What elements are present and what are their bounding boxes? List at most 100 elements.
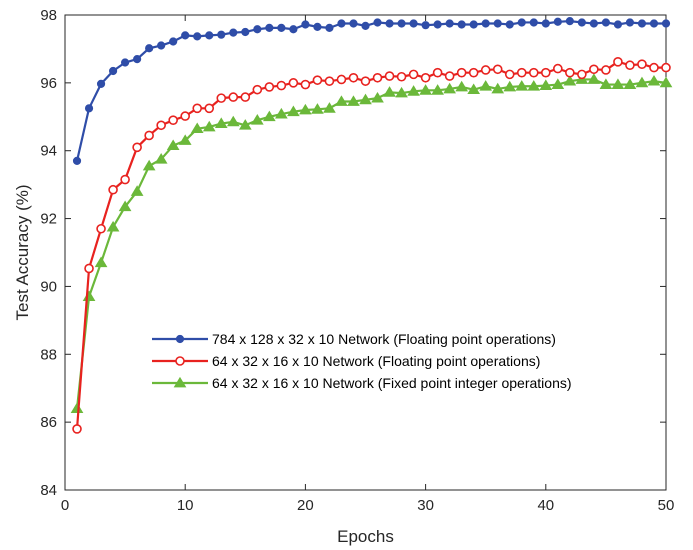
- data-point-0: [517, 18, 526, 27]
- axis-ticks: 0 10 20 30 40 50 84 86 88 90 92 94 96 98: [40, 7, 674, 514]
- data-point-2: [515, 80, 529, 91]
- data-point-0: [325, 23, 334, 32]
- data-point-2: [611, 78, 625, 89]
- data-point-0: [361, 21, 370, 30]
- data-point-2: [347, 95, 360, 106]
- data-point-2: [371, 91, 384, 103]
- data-point-1: [276, 80, 287, 91]
- data-point-1: [96, 223, 106, 234]
- data-point-2: [250, 114, 264, 125]
- data-point-2: [383, 86, 396, 97]
- data-point-2: [551, 78, 565, 89]
- data-point-1: [120, 174, 130, 185]
- data-point-2: [226, 115, 240, 127]
- y-tick-label: 84: [40, 482, 57, 499]
- data-point-0: [121, 58, 130, 67]
- legend-item-0: 784 x 128 x 32 x 10 Network (Floating po…: [152, 331, 556, 347]
- data-point-1: [420, 72, 431, 83]
- legend: 784 x 128 x 32 x 10 Network (Floating po…: [152, 331, 572, 391]
- data-point-2: [431, 84, 444, 95]
- data-point-1: [432, 67, 443, 78]
- x-axis-label: Epochs: [337, 527, 394, 546]
- data-point-2: [323, 102, 336, 113]
- data-point-1: [516, 67, 527, 78]
- data-point-1: [288, 78, 299, 88]
- data-point-0: [145, 44, 154, 53]
- x-tick-label: 50: [658, 497, 675, 514]
- data-point-2: [154, 153, 168, 164]
- data-point-2: [178, 134, 192, 145]
- data-point-2: [130, 185, 144, 196]
- series-layer: [70, 17, 673, 434]
- x-tick-label: 0: [61, 497, 69, 514]
- data-point-1: [72, 424, 82, 434]
- data-point-2: [539, 79, 553, 90]
- data-point-0: [529, 18, 538, 27]
- data-point-1: [264, 82, 275, 92]
- data-point-0: [108, 66, 118, 76]
- data-point-0: [445, 19, 454, 28]
- data-point-1: [613, 57, 623, 67]
- data-point-0: [193, 32, 202, 41]
- data-point-1: [649, 62, 659, 73]
- y-tick-label: 98: [40, 7, 57, 24]
- data-point-2: [563, 74, 577, 86]
- data-point-0: [96, 79, 106, 88]
- data-point-2: [395, 86, 408, 98]
- data-point-1: [312, 75, 323, 85]
- data-point-2: [335, 95, 348, 106]
- data-point-0: [349, 19, 358, 28]
- data-point-0: [541, 19, 550, 28]
- data-point-1: [553, 63, 563, 74]
- data-point-0: [649, 19, 659, 28]
- data-point-1: [360, 76, 371, 86]
- data-point-1: [384, 71, 395, 81]
- data-point-1: [240, 92, 251, 102]
- legend-item-2: 64 x 32 x 16 x 10 Network (Fixed point i…: [152, 375, 572, 391]
- data-point-2: [599, 78, 613, 89]
- data-point-0: [265, 23, 274, 32]
- data-point-0: [661, 19, 671, 28]
- y-tick-label: 96: [40, 75, 57, 92]
- data-point-2: [190, 122, 204, 134]
- data-point-0: [589, 19, 598, 28]
- data-point-1: [589, 64, 599, 75]
- x-tick-label: 40: [537, 497, 554, 514]
- legend-label: 64 x 32 x 16 x 10 Network (Floating poin…: [212, 353, 540, 369]
- data-point-2: [142, 159, 156, 171]
- data-point-2: [287, 105, 300, 117]
- data-point-0: [601, 18, 611, 27]
- data-point-0: [181, 31, 190, 40]
- series-1: [72, 57, 671, 434]
- y-axis-label: Test Accuracy (%): [13, 184, 32, 320]
- data-point-0: [277, 23, 286, 32]
- data-point-1: [540, 67, 551, 78]
- data-point-0: [84, 104, 94, 113]
- data-point-1: [504, 69, 515, 80]
- legend-marker: [175, 334, 185, 344]
- data-point-2: [455, 80, 469, 92]
- data-point-1: [168, 115, 178, 125]
- data-point-0: [229, 28, 238, 37]
- data-point-0: [469, 20, 478, 29]
- data-point-1: [204, 103, 215, 114]
- legend-label: 784 x 128 x 32 x 10 Network (Floating po…: [212, 331, 556, 347]
- data-point-1: [456, 67, 467, 78]
- data-point-1: [300, 79, 311, 90]
- series-2: [70, 73, 673, 413]
- data-point-0: [169, 37, 178, 46]
- data-point-2: [647, 74, 661, 86]
- data-point-1: [324, 76, 335, 86]
- data-point-0: [385, 19, 394, 28]
- data-point-1: [192, 103, 203, 114]
- data-point-0: [637, 19, 647, 28]
- legend-marker: [173, 376, 187, 388]
- data-point-1: [601, 65, 611, 75]
- data-point-0: [337, 19, 346, 28]
- data-point-2: [623, 78, 637, 89]
- data-point-0: [217, 30, 226, 39]
- data-point-1: [216, 93, 227, 103]
- data-point-1: [480, 65, 491, 75]
- y-tick-label: 94: [40, 143, 57, 160]
- data-point-2: [527, 80, 541, 91]
